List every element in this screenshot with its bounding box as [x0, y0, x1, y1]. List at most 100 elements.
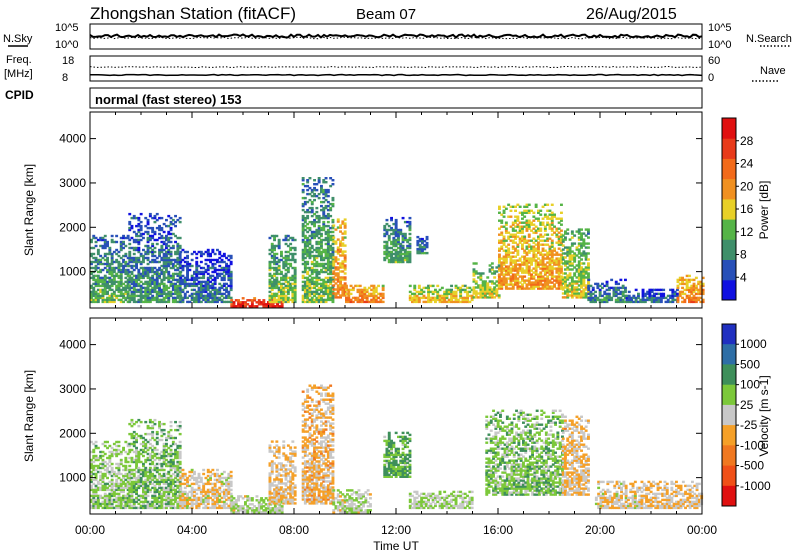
power-cell	[606, 281, 609, 283]
velocity-cell	[95, 441, 98, 443]
power-cell	[195, 261, 198, 263]
power-cell	[344, 276, 347, 278]
power-cbar-swatch	[722, 158, 736, 179]
power-cell	[580, 228, 583, 230]
power-cell	[409, 217, 412, 219]
power-cell	[587, 236, 590, 238]
power-cbar-swatch	[722, 260, 736, 281]
power-cell	[624, 287, 627, 289]
power-cell	[97, 249, 100, 251]
power-cell	[289, 243, 292, 245]
power-cell	[426, 242, 429, 244]
power-cell	[560, 224, 563, 226]
power-cell	[642, 289, 645, 291]
power-cell	[571, 230, 574, 232]
power-cell	[104, 235, 107, 237]
power-cell	[332, 197, 335, 199]
power-cell	[495, 270, 498, 272]
power-cell	[127, 235, 130, 237]
power-region	[269, 235, 297, 303]
power-cell	[320, 185, 323, 187]
freq-tick-bottom: 8	[62, 72, 68, 84]
power-region	[128, 213, 181, 303]
power-cell	[294, 259, 297, 261]
power-ylabel: Slant Range [km]	[22, 164, 36, 256]
power-cell	[318, 197, 321, 199]
power-cell	[165, 219, 168, 221]
power-cell	[275, 277, 278, 279]
power-cell	[332, 203, 335, 205]
velocity-cell	[170, 449, 173, 451]
power-cell	[188, 269, 191, 271]
power-cell	[399, 229, 402, 231]
power-cell	[587, 246, 590, 248]
power-cell	[491, 266, 494, 268]
noise-left-tick-bottom: 10^0	[55, 39, 79, 51]
power-cell	[537, 218, 540, 220]
power-cell	[560, 265, 563, 267]
power-cell	[560, 218, 563, 220]
power-cell	[539, 214, 542, 216]
power-cell	[551, 240, 554, 242]
power-cell	[302, 189, 305, 191]
power-data-layer	[90, 177, 705, 308]
power-cell	[191, 265, 194, 267]
power-cell	[482, 272, 485, 274]
power-cell	[124, 245, 127, 247]
power-cell	[311, 245, 314, 247]
power-cell	[179, 221, 182, 223]
power-cell	[553, 248, 556, 250]
power-cell	[418, 285, 421, 287]
power-cbar-tick-label: 28	[740, 134, 754, 148]
mhz-label: [MHz]	[4, 68, 33, 80]
power-cell	[587, 228, 590, 230]
power-ytick-label: 3000	[59, 176, 86, 190]
power-cell	[174, 225, 177, 227]
power-cell	[608, 293, 611, 295]
velocity-cell	[170, 421, 173, 423]
power-cell	[551, 204, 554, 206]
power-cell	[560, 230, 563, 232]
power-cell	[294, 253, 297, 255]
power-cell	[539, 210, 542, 212]
noise-left-tick-top: 10^5	[55, 22, 79, 34]
power-cell	[386, 219, 389, 221]
power-cbar-tick-label: 24	[740, 157, 754, 171]
power-cell	[402, 217, 405, 219]
nsearch-label: N.Search	[746, 33, 792, 45]
power-region	[383, 217, 411, 263]
power-region	[332, 218, 346, 298]
power-cell	[115, 241, 118, 243]
velocity-cell	[156, 431, 159, 433]
power-cell	[311, 207, 314, 209]
power-cell	[302, 177, 305, 179]
power-cell	[519, 206, 522, 208]
power-cell	[498, 294, 501, 296]
power-cell	[523, 236, 526, 238]
power-cell	[160, 217, 163, 219]
power-cell	[280, 251, 283, 253]
velocity-cell	[120, 459, 123, 461]
velocity-cell	[170, 429, 173, 431]
power-cell	[409, 251, 412, 253]
power-cell	[594, 291, 597, 293]
velocity-cell	[165, 443, 168, 445]
power-cell	[628, 291, 631, 293]
power-cell	[413, 285, 416, 287]
power-ytick-label: 2000	[59, 220, 86, 234]
power-cbar-swatch	[722, 219, 736, 240]
power-cell	[539, 228, 542, 230]
velocity-cell	[140, 421, 143, 423]
power-cell	[344, 282, 347, 284]
power-cbar-swatch	[722, 138, 736, 159]
power-cell	[122, 241, 125, 243]
velocity-cell	[135, 447, 138, 449]
power-cell	[582, 238, 585, 240]
power-region	[90, 235, 130, 303]
power-cell	[332, 243, 335, 245]
power-cell	[441, 287, 444, 289]
power-cell	[327, 195, 330, 197]
power-cell	[278, 265, 281, 267]
power-cell	[128, 221, 131, 223]
